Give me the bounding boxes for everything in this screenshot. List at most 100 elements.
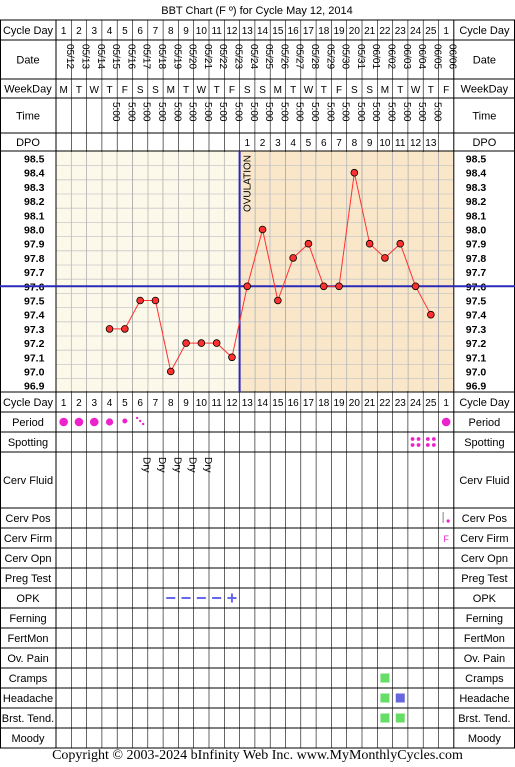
y-tick-label-right: 97.4 xyxy=(466,310,487,322)
y-tick-label-left: 97.4 xyxy=(24,310,45,322)
row-label-left: Headache xyxy=(3,693,53,705)
y-tick-label-right: 97.5 xyxy=(466,296,487,308)
date-label: 05/30 xyxy=(340,44,351,69)
row-label-left: Cerv Firm xyxy=(4,533,52,545)
date-label: 05/21 xyxy=(202,44,213,69)
y-tick-label-right: 97.8 xyxy=(466,253,487,265)
temp-point xyxy=(274,296,282,305)
cycle-day-label: 21 xyxy=(364,26,376,37)
y-tick-label-left: 98.1 xyxy=(24,210,45,222)
temp-point xyxy=(350,168,359,177)
date-label: 06/03 xyxy=(401,44,412,69)
temp-point xyxy=(136,296,144,305)
weekday-label: S xyxy=(351,85,358,96)
row-label-right: FertMon xyxy=(464,633,505,645)
row-label-left: Preg Test xyxy=(5,573,51,585)
time-label: 5:00 xyxy=(217,102,228,122)
dpo-label: 6 xyxy=(321,138,327,149)
temp-line-segment xyxy=(154,300,172,372)
date-label: 05/16 xyxy=(125,44,136,69)
cycle-day-label: 1 xyxy=(61,26,67,37)
weekday-label: M xyxy=(167,85,175,96)
date-label: 05/27 xyxy=(294,44,305,69)
cycle-day-label-bottom: 17 xyxy=(303,398,315,409)
dpo-label: 5 xyxy=(306,138,312,149)
dpo-label: 8 xyxy=(352,138,358,149)
row-label-left: Cerv Fluid xyxy=(3,475,53,487)
y-tick-label-right: 97.1 xyxy=(466,352,487,364)
temp-line-segment xyxy=(338,172,355,287)
spotting-dot xyxy=(410,443,415,447)
date-label: 05/23 xyxy=(232,44,243,69)
weekday-label: T xyxy=(428,85,434,96)
y-tick-label-left: 97.5 xyxy=(24,296,45,308)
spotting-dot xyxy=(410,437,415,441)
cycle-day-label-bottom: 12 xyxy=(226,398,238,409)
time-label: 5:00 xyxy=(141,102,152,122)
temp-point xyxy=(197,339,206,347)
y-tick-label-right: 96.9 xyxy=(466,381,487,393)
breast-tenderness-mark xyxy=(380,713,390,723)
temp-point xyxy=(105,325,114,333)
cycle-day-label: 18 xyxy=(318,26,330,37)
cycle-day-label-bottom: 9 xyxy=(183,398,189,409)
row-label-left: Time xyxy=(16,111,40,123)
y-tick-label-left: 98.4 xyxy=(24,168,45,180)
period-heavy-dot xyxy=(441,417,451,427)
weekday-label: F xyxy=(336,85,342,96)
y-tick-label-right: 98.3 xyxy=(466,182,487,194)
date-label: 05/28 xyxy=(309,44,320,69)
cycle-day-label: 7 xyxy=(153,26,159,37)
date-label: 06/04 xyxy=(416,44,427,69)
y-tick-label-right: 97.9 xyxy=(466,239,487,251)
time-label: 5:00 xyxy=(125,102,136,122)
y-tick-label-right: 97.7 xyxy=(466,267,487,279)
weekday-label: T xyxy=(76,85,82,96)
cycle-day-label: 6 xyxy=(137,26,143,37)
chart-title: BBT Chart (F º) for Cycle May 12, 2014 xyxy=(161,5,353,17)
weekday-label: S xyxy=(152,85,159,96)
row-label-right: Cerv Firm xyxy=(460,533,508,545)
row-label-left: Cerv Opn xyxy=(4,553,51,565)
date-label: 05/26 xyxy=(278,44,289,69)
time-label: 5:00 xyxy=(370,102,381,122)
cycle-day-label-bottom: 6 xyxy=(137,398,143,409)
y-tick-label-left: 97.1 xyxy=(24,352,45,364)
temp-point xyxy=(427,310,435,319)
weekday-label: S xyxy=(137,85,144,96)
spotting-dot xyxy=(425,443,430,447)
cycle-day-label: 20 xyxy=(349,26,361,37)
row-label-left: Cerv Pos xyxy=(5,513,51,525)
dpo-label: 10 xyxy=(379,138,391,149)
cycle-day-label-bottom: 1 xyxy=(61,398,67,409)
temp-line-segment xyxy=(231,286,248,358)
y-tick-label-left: 98.5 xyxy=(24,154,45,166)
cycle-day-label: 23 xyxy=(395,26,407,37)
weekday-label: T xyxy=(183,85,189,96)
dpo-label: 1 xyxy=(244,138,250,149)
row-label-right: Cerv Opn xyxy=(461,553,508,565)
cycle-day-label: 14 xyxy=(257,26,269,37)
row-label-left: WeekDay xyxy=(4,84,52,96)
cycle-day-label-bottom: 23 xyxy=(395,398,407,409)
row-label-right: Cramps xyxy=(465,673,504,685)
cycle-day-label: 10 xyxy=(196,26,208,37)
weekday-label: T xyxy=(397,85,403,96)
temp-point xyxy=(243,282,252,291)
dpo-label: 3 xyxy=(275,138,281,149)
row-label-right: Period xyxy=(469,417,501,429)
y-tick-label-right: 98.4 xyxy=(466,168,487,180)
row-label-right: DPO xyxy=(472,137,496,149)
row-label-left: Date xyxy=(16,55,39,67)
row-label-left: Ferning xyxy=(9,613,46,625)
time-label: 5:00 xyxy=(355,102,366,122)
date-label: 06/01 xyxy=(370,44,381,69)
temp-point xyxy=(151,296,160,305)
time-label: 5:00 xyxy=(401,102,412,122)
headache-mark xyxy=(395,693,405,703)
spotting-dot xyxy=(425,437,430,441)
weekday-label: S xyxy=(259,85,266,96)
weekday-label: T xyxy=(321,85,327,96)
time-label: 5:00 xyxy=(340,102,351,122)
temp-point xyxy=(381,254,389,262)
